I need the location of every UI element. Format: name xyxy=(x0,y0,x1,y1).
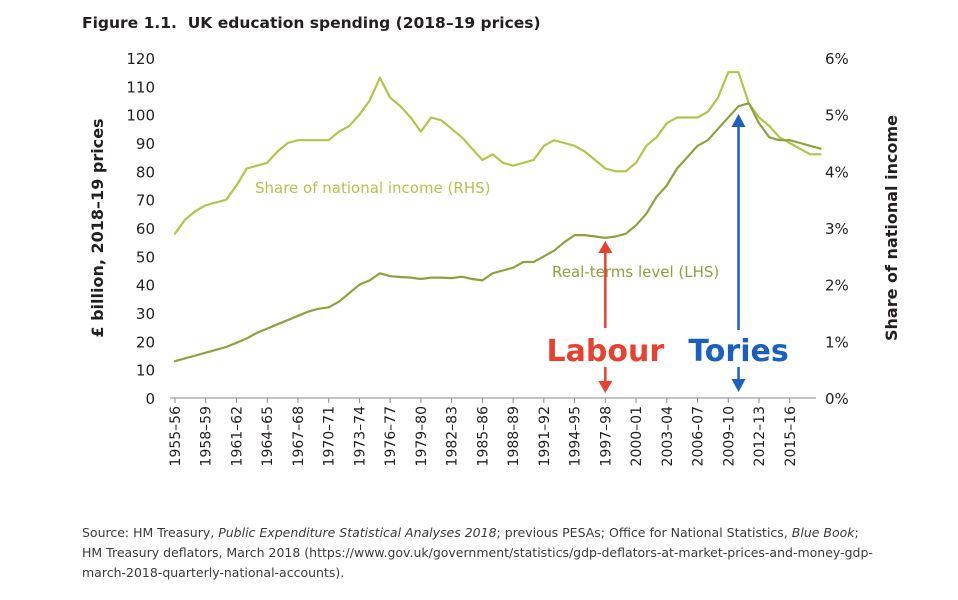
y-left-tick-label: 110 xyxy=(126,78,155,96)
y-left-tick-label: 80 xyxy=(136,163,155,181)
x-tick-label: 1955–56 xyxy=(168,406,184,467)
x-tick-label: 2009–10 xyxy=(721,406,737,466)
y-left-tick-label: 30 xyxy=(136,305,155,323)
y-left-tick-label: 60 xyxy=(136,220,155,238)
source-middle: ; previous PESAs; Office for National St… xyxy=(496,525,792,540)
x-tick-label: 1997–98 xyxy=(598,406,614,466)
y-right-axis-title: Share of national income xyxy=(882,115,901,341)
y-left-tick-label: 120 xyxy=(126,50,155,68)
x-tick-label: 1979–80 xyxy=(414,406,430,466)
tories-arrow-down-head xyxy=(731,379,746,392)
y-left-tick-label: 100 xyxy=(126,107,155,125)
y-left-tick-label: 20 xyxy=(136,333,155,351)
series-layer xyxy=(173,71,822,363)
y-left-axis-title: £ billion, 2018–19 prices xyxy=(88,118,107,337)
x-tick-label: 1994–95 xyxy=(568,406,584,466)
x-tick-label: 2012–13 xyxy=(752,406,768,466)
source-prefix: Source: HM Treasury, xyxy=(82,525,219,540)
y-left-tick-label: 70 xyxy=(136,192,155,210)
x-tick-label: 1958–59 xyxy=(199,406,215,466)
x-tick-label: 1976–77 xyxy=(383,406,399,466)
labour-label: Labour xyxy=(547,334,665,369)
axes-group: 0 10 20 30 40 50 60 70 80 90 100 110 120 0% 1% 2% 3% 4% 5%… xyxy=(88,50,901,466)
level-series-label: Real-terms level (LHS) xyxy=(552,263,719,281)
y-right-tick-label: 3% xyxy=(825,220,849,238)
x-tick-label: 2006–07 xyxy=(691,406,707,466)
y-left-tick-label: 40 xyxy=(136,277,155,295)
annotation-layer: Share of national income (RHS) Real-terms… xyxy=(255,114,789,393)
source-bluebook-title: Blue Book xyxy=(791,525,855,540)
labour-arrow-up-head xyxy=(598,241,613,253)
x-tick-label: 2003–04 xyxy=(660,406,676,467)
y-left-tick-label: 0 xyxy=(145,390,155,408)
x-tick-label: 1988–89 xyxy=(506,406,522,466)
real-terms-level-line xyxy=(173,102,822,363)
labour-arrow-down-head xyxy=(598,381,613,393)
share-of-income-line xyxy=(173,71,822,235)
y-right-tick-label: 1% xyxy=(825,333,849,351)
x-tick-label: 2000–01 xyxy=(629,406,645,466)
source-suffix: ; HM Treasury deflators, March 2018 (htt… xyxy=(82,525,873,580)
source-note: Source: HM Treasury, Public Expenditure … xyxy=(82,523,882,583)
x-tick-label: 1967–68 xyxy=(291,406,307,466)
y-right-tick-label: 0% xyxy=(825,390,849,408)
y-right-tick-label: 2% xyxy=(825,277,849,295)
y-right-tick-label: 6% xyxy=(825,50,849,68)
x-tick-label: 1982–83 xyxy=(445,406,461,466)
x-tick-label: 1985–86 xyxy=(475,406,491,467)
share-series-label: Share of national income (RHS) xyxy=(255,179,490,197)
x-tick-label: 2015–16 xyxy=(783,406,799,467)
x-tick-label: 1973–74 xyxy=(352,406,368,467)
y-left-tick-label: 90 xyxy=(136,135,155,153)
x-tick-label: 1991–92 xyxy=(537,406,553,466)
y-left-tick-label: 10 xyxy=(136,362,155,380)
tories-arrow-up-head xyxy=(731,114,746,127)
tories-label: Tories xyxy=(688,334,788,369)
y-right-tick-label: 4% xyxy=(825,163,849,181)
y-left-tick-label: 50 xyxy=(136,248,155,266)
source-pesa-title: Public Expenditure Statistical Analyses … xyxy=(218,525,497,540)
x-tick-label: 1970–71 xyxy=(322,406,338,466)
x-tick-label: 1961–62 xyxy=(229,406,245,466)
y-right-tick-label: 5% xyxy=(825,107,849,125)
x-tick-label: 1964–65 xyxy=(260,406,276,466)
chart-title: Figure 1.1. UK education spending (2018–… xyxy=(82,14,541,32)
